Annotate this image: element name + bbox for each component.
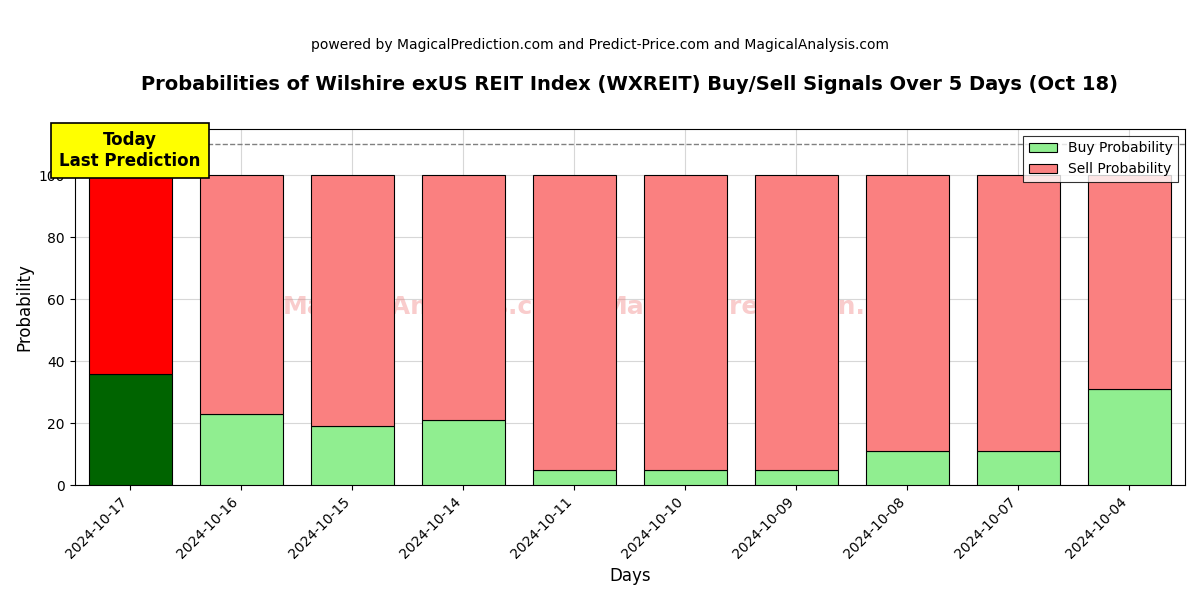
- Bar: [865, 451, 949, 485]
- Text: MagicalPrediction.com: MagicalPrediction.com: [602, 295, 924, 319]
- Bar: [643, 470, 727, 485]
- Bar: [421, 420, 505, 485]
- Bar: [1088, 175, 1171, 389]
- Bar: [1088, 389, 1171, 485]
- Bar: [977, 451, 1060, 485]
- Bar: [533, 470, 616, 485]
- Bar: [643, 175, 727, 470]
- Bar: [89, 374, 172, 485]
- Bar: [533, 175, 616, 470]
- Bar: [89, 175, 172, 374]
- Legend: Buy Probability, Sell Probability: Buy Probability, Sell Probability: [1024, 136, 1178, 182]
- Bar: [755, 470, 838, 485]
- Bar: [977, 175, 1060, 451]
- Bar: [199, 414, 283, 485]
- Bar: [865, 175, 949, 451]
- Bar: [199, 175, 283, 414]
- Text: powered by MagicalPrediction.com and Predict-Price.com and MagicalAnalysis.com: powered by MagicalPrediction.com and Pre…: [311, 38, 889, 52]
- X-axis label: Days: Days: [610, 567, 650, 585]
- Y-axis label: Probability: Probability: [16, 263, 34, 351]
- Bar: [311, 427, 394, 485]
- Text: MagicalAnalysis.com: MagicalAnalysis.com: [283, 295, 577, 319]
- Text: Today
Last Prediction: Today Last Prediction: [60, 131, 200, 170]
- Bar: [755, 175, 838, 470]
- Bar: [311, 175, 394, 427]
- Title: Probabilities of Wilshire exUS REIT Index (WXREIT) Buy/Sell Signals Over 5 Days : Probabilities of Wilshire exUS REIT Inde…: [142, 75, 1118, 94]
- Bar: [421, 175, 505, 420]
